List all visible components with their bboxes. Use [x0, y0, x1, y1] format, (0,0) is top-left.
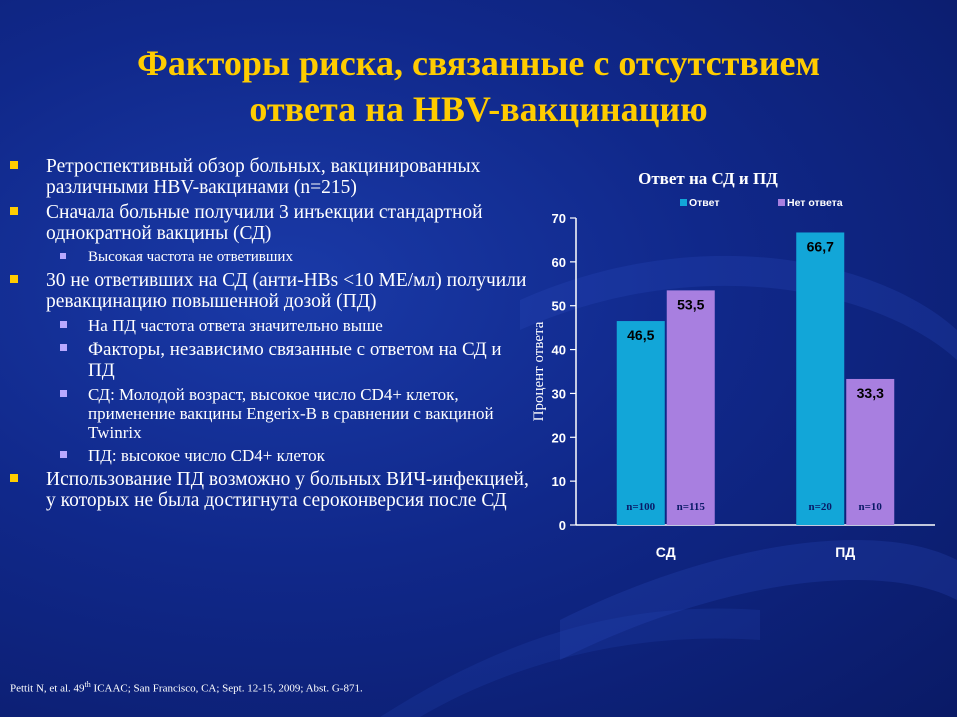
data-label-box: [669, 294, 712, 315]
bullet-text: Факторы, независимо связанные с ответом …: [88, 339, 502, 381]
bullet-text: СД: Молодой возраст, высокое число CD4+ …: [88, 385, 494, 442]
title-line-1: Факторы риска, связанные с отсутствием: [137, 43, 820, 83]
data-label: 53,5: [677, 296, 704, 312]
chart-title: Ответ на СД и ПД: [638, 169, 778, 188]
data-label-box: [799, 236, 842, 257]
bullet-text: ПД: высокое число CD4+ клеток: [88, 446, 325, 465]
data-label-box: [619, 325, 662, 346]
bullet-text: 30 не ответивших на СД (анти-HBs <10 МЕ/…: [46, 270, 527, 312]
sub-bullet-item: Высокая частота не ответивших: [10, 248, 530, 266]
bullet-item: Ретроспективный обзор больных, вакциниро…: [10, 156, 530, 198]
sub-bullet-item: СД: Молодой возраст, высокое число CD4+ …: [10, 385, 530, 442]
y-tick-label: 60: [552, 255, 566, 270]
y-tick-label: 30: [552, 386, 566, 401]
bullet-item: 30 не ответивших на СД (анти-HBs <10 МЕ/…: [10, 270, 530, 312]
small-square-bullet-icon: [60, 344, 67, 351]
bullet-item: Сначала больные получили 3 инъекции стан…: [10, 202, 530, 244]
y-tick-label: 70: [552, 211, 566, 226]
bullet-text: Ретроспективный обзор больных, вакциниро…: [46, 156, 481, 198]
square-bullet-icon: [10, 474, 18, 482]
legend-label: Ответ: [689, 197, 719, 209]
bar: [616, 321, 665, 525]
response-bar-chart: Ответ на СД и ПД Ответ Нет ответа 0 10 20 30 40…: [531, 169, 935, 560]
data-label: 46,5: [627, 327, 654, 343]
bar: [846, 378, 895, 525]
x-tick-label: ПД: [835, 544, 855, 560]
bullet-text: Сначала больные получили 3 инъекции стан…: [46, 202, 483, 244]
sample-size-label: n=115: [677, 501, 706, 513]
sub-bullet-item: Факторы, независимо связанные с ответом …: [10, 339, 530, 381]
bar: [666, 290, 715, 525]
bar: [796, 232, 845, 526]
bullet-text: На ПД частота ответа значительно выше: [88, 316, 383, 335]
bullet-list: Ретроспективный обзор больных, вакциниро…: [10, 156, 530, 515]
square-bullet-icon: [10, 207, 18, 215]
bullet-text: Использование ПД возможно у больных ВИЧ-…: [46, 469, 529, 511]
footnote: Pettit N, et al. 49th ICAAC; San Francis…: [10, 680, 363, 695]
legend-swatch: [778, 199, 785, 206]
y-tick-label: 50: [552, 299, 566, 314]
square-bullet-icon: [10, 275, 18, 283]
square-bullet-icon: [10, 161, 18, 169]
data-label: 66,7: [807, 238, 834, 254]
slide-title: Факторы риска, связанные с отсутствием о…: [20, 40, 937, 132]
y-tick-label: 0: [559, 518, 566, 533]
sub-bullet-item: ПД: высокое число CD4+ клеток: [10, 446, 530, 465]
small-square-bullet-icon: [60, 451, 67, 458]
data-label-box: [849, 382, 892, 403]
sample-size-label: n=100: [626, 501, 655, 513]
sub-bullet-item: На ПД частота ответа значительно выше: [10, 316, 530, 335]
footnote-text: Pettit N, et al. 49: [10, 682, 85, 695]
sample-size-label: n=20: [809, 501, 833, 513]
y-tick-label: 10: [552, 474, 566, 489]
data-label: 33,3: [857, 385, 884, 401]
x-tick-label: СД: [656, 544, 676, 560]
legend-label: Нет ответа: [787, 197, 843, 209]
legend-swatch: [680, 199, 687, 206]
y-axis-label: Процент ответа: [531, 321, 547, 421]
footnote-text-rest: ICAAC; San Francisco, CA; Sept. 12-15, 2…: [90, 682, 363, 695]
sample-size-label: n=10: [859, 501, 883, 513]
y-tick-label: 20: [552, 430, 566, 445]
small-square-bullet-icon: [60, 321, 67, 328]
bullet-text: Высокая частота не ответивших: [88, 249, 293, 265]
small-square-bullet-icon: [60, 390, 67, 397]
title-line-2: ответа на HBV-вакцинацию: [249, 89, 708, 129]
bullet-item: Использование ПД возможно у больных ВИЧ-…: [10, 469, 530, 511]
y-tick-label: 40: [552, 343, 566, 358]
small-square-bullet-icon: [60, 253, 66, 259]
footnote-superscript: th: [84, 680, 91, 689]
